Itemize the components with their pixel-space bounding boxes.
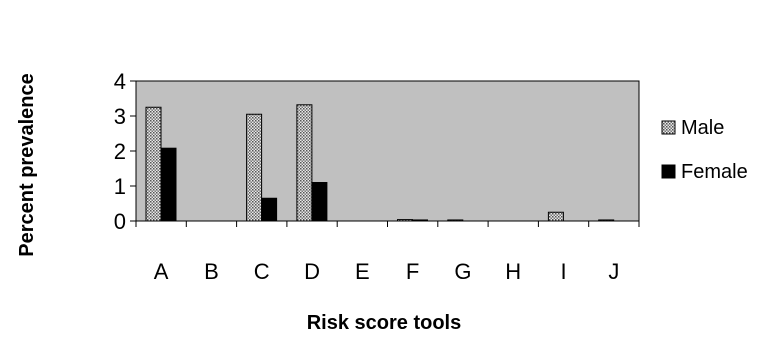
x-tick-label-j: J	[608, 259, 619, 284]
y-axis: 0 1 2 3 4	[114, 69, 136, 234]
bars-group	[145, 104, 615, 222]
y-tick-label: 2	[114, 139, 126, 164]
y-tick-label: 4	[114, 69, 126, 94]
bar-male-d	[296, 104, 313, 222]
x-tick-label-f: F	[406, 259, 419, 284]
x-tick-label-a: A	[154, 259, 169, 284]
x-axis: A B C D E F G H I J	[135, 221, 640, 284]
bar-male-g	[447, 219, 464, 222]
y-tick-label: 3	[114, 104, 126, 129]
plot-area	[135, 80, 640, 222]
y-tick-label: 1	[114, 174, 126, 199]
legend-swatch-female	[661, 164, 676, 179]
y-axis-title: Percent prevalence	[16, 73, 38, 256]
x-tick-label-b: B	[204, 259, 219, 284]
bar-female-c	[261, 197, 278, 222]
bar-male-f	[397, 219, 413, 222]
bar-female-a	[160, 147, 177, 222]
legend-label-male: Male	[681, 117, 724, 139]
x-tick-label-h: H	[505, 259, 521, 284]
legend-label-female: Female	[681, 161, 748, 183]
x-tick-label-d: D	[304, 259, 320, 284]
bar-male-c	[246, 113, 263, 222]
legend-swatch-male	[661, 120, 676, 135]
x-axis-title: Risk score tools	[307, 312, 462, 334]
x-tick-label-g: G	[454, 259, 471, 284]
x-tick-label-i: I	[560, 259, 566, 284]
bar-male-i	[547, 211, 564, 222]
legend: Male Female	[661, 117, 748, 183]
x-tick-label-e: E	[355, 259, 370, 284]
bar-female-d	[311, 182, 328, 222]
y-tick-label: 0	[114, 209, 126, 234]
bar-male-j	[598, 219, 615, 222]
bar-male-a	[145, 106, 162, 222]
bar-female-f	[412, 219, 428, 222]
x-tick-label-c: C	[254, 259, 270, 284]
